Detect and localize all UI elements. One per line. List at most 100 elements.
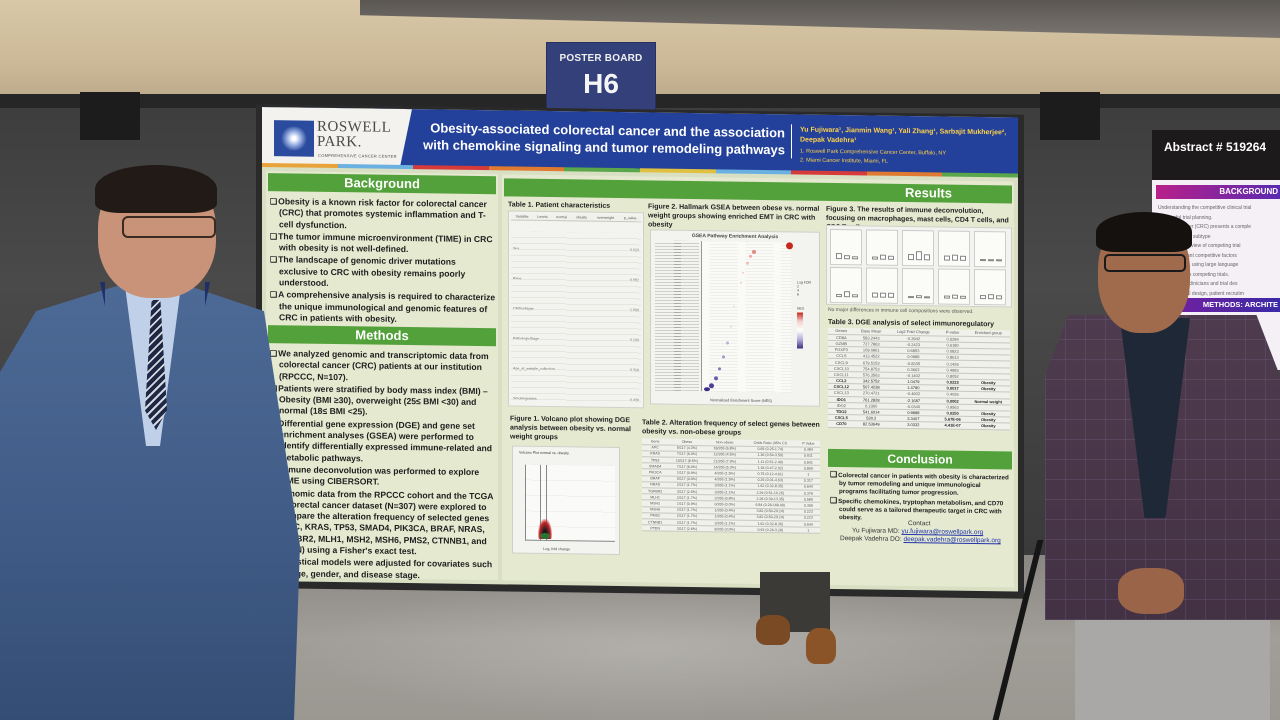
glasses-icon	[122, 216, 216, 238]
text-line: mated system, using large language	[1158, 262, 1239, 268]
logo-subtitle: COMPREHENSIVE CANCER CENTER	[318, 152, 397, 159]
bullet: Genomic data from the RPCCC cohort and t…	[270, 488, 496, 559]
poster-header: ROSWELL PARK. COMPREHENSIVE CANCER CENTE…	[262, 107, 1018, 178]
table3-dge-immunoregulatory: Genes Base Mean Log2 Fold Change P-value…	[828, 327, 1010, 430]
bullet: The tumor immune microenvironment (TIME)…	[270, 231, 496, 257]
figure3-immune-deconvolution	[826, 224, 1012, 308]
poster-board-sign: POSTER BOARD H6	[546, 42, 656, 114]
logo-wordmark: ROSWELL PARK.	[317, 120, 391, 151]
affiliation: 2. Miami Cancer Institute, Miami, FL	[800, 157, 889, 165]
text-line: Understanding the competitive clinical t…	[1158, 205, 1252, 211]
gsea-size-legend: Log FDR 2 4 6	[797, 280, 811, 296]
presenter-right-hands	[1118, 568, 1184, 614]
column-header: normal	[551, 214, 572, 221]
gsea-pathway-labels	[655, 240, 699, 392]
board-sign-label: POSTER BOARD	[559, 53, 643, 64]
legend-title: Log FDR	[797, 280, 812, 285]
poster-affiliations: 1. Roswell Park Comprehensive Cancer Cen…	[800, 148, 1015, 169]
bullet: The landscape of genomic driver mutation…	[270, 255, 496, 292]
glasses-icon	[1104, 254, 1186, 272]
logo-line: PARK.	[317, 133, 362, 151]
column-header: Variable	[511, 213, 534, 220]
text-line: s and analyzes competing trials.	[1158, 271, 1230, 278]
presenter-left-tie	[145, 300, 167, 430]
neighbor-poster-header: Abstract # 519264	[1152, 130, 1280, 180]
figure2-gsea-chart: GSEA Pathway Enrichment Analysis Log FDR…	[650, 229, 820, 407]
gsea-plot-area	[701, 241, 793, 393]
table2-alteration-frequency: Gene Obese Non-obese Odds Ratio (95% CI)…	[642, 438, 820, 535]
gsea-title: GSEA Pathway Enrichment Analysis	[691, 233, 779, 241]
contact-email-link[interactable]: deepak.vadehra@roswellpark.org	[903, 535, 1001, 545]
boxplot-panel	[866, 229, 898, 266]
poster-authors: Yu Fujiwara¹, Jianmin Wang¹, Yali Zhang¹…	[800, 126, 1007, 145]
bullet: Immune deconvolution was performed to ex…	[270, 464, 496, 490]
boxplot-panel	[974, 268, 1006, 306]
boxplot-panel	[902, 229, 934, 267]
column-header: p_value	[619, 214, 641, 222]
methods-heading: Methods	[268, 325, 496, 347]
presenter-right-pants	[1075, 615, 1270, 720]
neighbor-section-methods: METHODS: ARCHITE	[1156, 298, 1280, 312]
volcano-plot-area	[525, 464, 615, 542]
contact-label: Contact	[908, 520, 931, 528]
table1: Variable Levels normal obesity overweigh…	[511, 213, 641, 222]
bullet: Colorectal cancer in patients with obesi…	[830, 471, 1010, 499]
bullet: Statistical models were adjusted for cov…	[270, 556, 496, 582]
boxplot-panel	[974, 230, 1006, 268]
board-bracket	[80, 92, 140, 140]
boxplot-panel	[938, 230, 970, 267]
volcano-x-label: Log₂ fold change	[543, 546, 570, 552]
figure2-caption: Figure 2. Hallmark GSEA between obese vs…	[648, 203, 820, 229]
figure1-caption: Figure 1. Volcano plot showing DGE analy…	[510, 415, 631, 442]
conclusion-text: Colorectal cancer in patients with obesi…	[830, 471, 1010, 526]
bullet: Patients were stratified by body mass in…	[270, 383, 496, 420]
nes-color-bar	[797, 312, 803, 349]
background-text: Obesity is a known risk factor for color…	[270, 196, 496, 327]
research-poster: ROSWELL PARK. COMPREHENSIVE CANCER CENTE…	[262, 107, 1018, 592]
bullet: Obesity is a known risk factor for color…	[270, 196, 496, 233]
boxplot-panel	[938, 268, 970, 305]
methods-text: We analyzed genomic and transcriptomic d…	[270, 348, 496, 583]
table1-patient-characteristics: Variable Levels normal obesity overweigh…	[508, 210, 644, 409]
shoe	[806, 628, 836, 664]
bullet: A comprehensive analysis is required to …	[270, 289, 496, 326]
board-bracket	[1040, 92, 1100, 140]
background-heading: Background	[268, 173, 496, 195]
text-line: onal manual review of competing trial	[1158, 243, 1241, 249]
table2-caption: Table 2. Alteration frequency of select …	[642, 419, 820, 437]
figure1-volcano-plot: Volcano Plot normal vs. obesity Log₂ fol…	[512, 445, 620, 555]
boxplot-panel	[830, 228, 862, 266]
column-header: Levels	[533, 213, 552, 221]
text-line: ions about trial design, patient recruit…	[1158, 290, 1244, 297]
presenter-right-hair	[1096, 212, 1192, 252]
floor-reflection	[300, 580, 1000, 720]
neighbor-abstract-number: Abstract # 519264	[1164, 140, 1267, 154]
board-sign-code: H6	[583, 68, 619, 99]
boxplot-panel	[902, 267, 934, 305]
contact-name: Yu Fujiwara MD:	[852, 527, 900, 535]
column-header: obesity	[571, 214, 592, 221]
column-header: overweight	[591, 214, 620, 222]
contact-email-link[interactable]: yu.fujiwara@roswellpark.org	[901, 527, 984, 537]
starburst-logo-icon	[274, 120, 314, 157]
contact-name: Deepak Vadehra DO:	[840, 535, 902, 543]
boxplot-panel	[866, 267, 898, 304]
boxplot-panel	[830, 266, 862, 304]
nes-legend-title: NES	[797, 306, 805, 311]
text-line: orm supports clinicians and trial des	[1158, 281, 1238, 287]
bullet: Differential gene expression (DGE) and g…	[270, 418, 496, 466]
conclusion-heading: Conclusion	[828, 448, 1012, 470]
institution-logo: ROSWELL PARK. COMPREHENSIVE CANCER CENTE…	[262, 107, 412, 167]
gsea-x-label: Normalized Enrichment Score (NES)	[710, 398, 772, 404]
poster-title: Obesity-associated colorectal cancer and…	[422, 119, 792, 159]
bullet: We analyzed genomic and transcriptomic d…	[270, 348, 496, 385]
text-line: successful trial planning.	[1158, 214, 1213, 221]
presenter-left-hair	[95, 165, 217, 213]
volcano-title: Volcano Plot normal vs. obesity	[519, 450, 569, 456]
neighbor-section-background: BACKGROUND	[1156, 185, 1280, 199]
legend-item: 6	[797, 292, 799, 297]
shoe	[756, 615, 790, 645]
table1-rows	[511, 231, 641, 404]
text-line: olorectal cancer (CRC) presents a comple	[1158, 224, 1252, 230]
text-line: erlook important competitive factors	[1158, 252, 1237, 259]
